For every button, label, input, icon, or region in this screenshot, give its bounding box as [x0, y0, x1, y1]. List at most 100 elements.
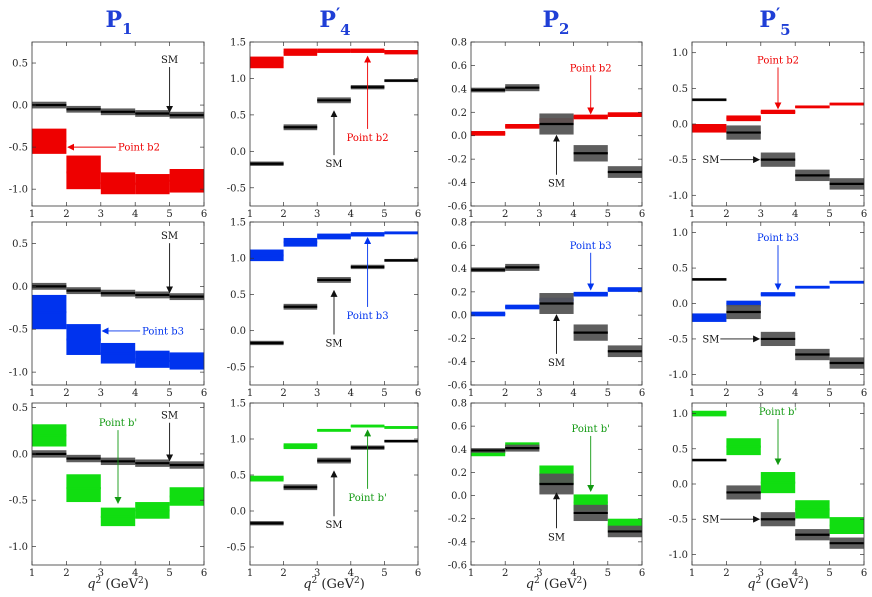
panel-P5'-row3: 1 2 3 4 5 6 1.0 0.5 0.0 -0.5 -1.0 SM Point b'	[669, 402, 867, 579]
panel-P5'-row2: 1 2 3 4 5 6 1.0 0.5 0.0 -0.5 -1.0 SM Point b3	[669, 221, 867, 399]
x-tick-label: 6	[201, 568, 207, 579]
panel-P4'-row3: 1 2 3 4 5 6 1.5 1.0 0.5 0.0 -0.5 SM Point b'	[227, 399, 421, 580]
panel-P4'-row1: 1 2 3 4 5 6 1.5 1.0 0.5 0.0 -0.5 SM Point b2	[227, 38, 421, 221]
np-annotation: Point b'	[759, 407, 797, 466]
plot-area	[471, 442, 642, 538]
sm-series	[471, 263, 642, 358]
panel-P4'-row2: 1 2 3 4 5 6 1.5 1.0 0.5 0.0 -0.5 SM Point b3	[227, 218, 421, 400]
x-tick-label: 6	[201, 388, 207, 399]
x-tick-label: 1	[29, 209, 35, 220]
panel-P2-row2: 1 2 3 4 5 6 0.8 0.6 0.4 0.2 0.0 -0.2 -0.4 -0.6 SM Point…	[448, 218, 645, 400]
x-tick-label: 4	[132, 209, 138, 220]
plot-area	[692, 277, 864, 369]
x-tick-label: 1	[689, 209, 695, 220]
sm-annotation: SM	[325, 289, 343, 349]
x-tick-label: 5	[381, 388, 387, 399]
y-tick-label: -0.2	[448, 514, 467, 525]
y-tick-label: 0.5	[12, 239, 28, 250]
y-tick-label: -0.5	[669, 515, 688, 526]
x-tick-label: 4	[570, 388, 576, 399]
np-annotation: Point b3	[570, 241, 612, 291]
y-tick-label: 0.4	[451, 84, 467, 95]
y-tick-label: -0.5	[227, 543, 246, 554]
annotation-label: SM	[702, 334, 719, 345]
x-tick-label: 1	[29, 388, 35, 399]
plot-area	[471, 84, 642, 178]
sm-annotation: SM	[702, 155, 761, 166]
panel-P1-row2: 1 2 3 4 5 6 0.5 0.0 -0.5 -1.0 SM Point b3	[9, 221, 207, 399]
y-tick-label: -0.5	[669, 155, 688, 166]
plot-area	[32, 282, 204, 370]
x-tick-label: 4	[792, 388, 798, 399]
x-tick-label: 2	[63, 388, 69, 399]
y-tick-label: 1.0	[230, 74, 246, 85]
x-tick-label: 6	[639, 209, 645, 220]
x-tick-label: 5	[605, 568, 611, 579]
y-tick-label: 0.8	[451, 218, 467, 229]
y-tick-label: 1.0	[230, 254, 246, 265]
x-axis-labels: q2 (GeV2) q2 (GeV2) q2 (GeV2) q2 (GeV2)	[87, 576, 809, 592]
np-annotation: Point b2	[67, 143, 160, 154]
y-tick-label: 0.0	[672, 299, 688, 310]
np-series	[250, 231, 418, 262]
y-tick-label: 0.5	[12, 59, 28, 70]
annotation-label: SM	[161, 55, 178, 66]
annotation-label: Point b3	[142, 326, 184, 337]
np-series	[250, 48, 418, 69]
annotation-label: Point b3	[757, 233, 799, 244]
annotation-label: SM	[548, 179, 565, 190]
x-tick-label: 1	[247, 209, 253, 220]
panel-P1-row1: 1 2 3 4 5 6 0.5 0.0 -0.5 -1.0 SM Point b2	[9, 41, 207, 220]
annotation-label: Point b2	[757, 55, 799, 66]
x-tick-label: 2	[723, 568, 729, 579]
panel-frame	[31, 41, 205, 207]
sm-annotation: SM	[325, 110, 343, 170]
y-tick-label: -1.0	[9, 542, 28, 553]
annotation-label: Point b3	[347, 311, 389, 322]
y-tick-label: 0.5	[230, 110, 246, 121]
x-tick-label: 2	[280, 388, 286, 399]
x-tick-label: 5	[605, 388, 611, 399]
y-tick-label: -0.4	[448, 178, 467, 189]
y-tick-label: 0.4	[451, 264, 467, 275]
column-title-2: P′4	[319, 4, 350, 39]
x-tick-label: 4	[570, 209, 576, 220]
y-tick-label: 0.0	[230, 507, 246, 518]
sm-series	[692, 98, 864, 190]
x-tick-label: 3	[536, 209, 542, 220]
y-tick-label: 0.8	[451, 399, 467, 410]
sm-series	[692, 277, 864, 369]
sm-annotation: SM	[702, 334, 761, 345]
x-tick-label: 1	[689, 568, 695, 579]
x-tick-label: 3	[758, 209, 764, 220]
panel-frame	[249, 41, 419, 207]
y-tick-label: 0.5	[12, 403, 28, 414]
y-tick-label: -0.2	[448, 155, 467, 166]
panel-frame	[470, 41, 643, 207]
annotation-label: SM	[702, 515, 719, 526]
sm-series	[471, 84, 642, 178]
x-tick-label: 2	[502, 388, 508, 399]
y-tick-label: 0.5	[672, 264, 688, 275]
x-tick-label: 6	[639, 568, 645, 579]
y-tick-label: 0.0	[672, 480, 688, 491]
x-tick-label: 2	[502, 568, 508, 579]
y-tick-label: 1.5	[230, 399, 246, 410]
y-tick-label: 0.5	[230, 471, 246, 482]
y-tick-label: 0.0	[230, 326, 246, 337]
x-tick-label: 6	[861, 568, 867, 579]
column-titles: P1 P′4 P2 P′5	[106, 4, 791, 39]
np-series	[692, 102, 864, 133]
x-tick-label: 4	[132, 388, 138, 399]
y-tick-label: 1.0	[230, 435, 246, 446]
column-title-3: P2	[543, 7, 570, 38]
y-tick-label: 0.0	[12, 101, 28, 112]
y-tick-label: -0.5	[227, 183, 246, 194]
x-tick-label: 2	[63, 209, 69, 220]
x-tick-label: 5	[381, 568, 387, 579]
x-axis-label-2: q2 (GeV2)	[303, 576, 365, 592]
x-tick-label: 1	[689, 388, 695, 399]
x-tick-label: 5	[826, 209, 832, 220]
x-tick-label: 5	[826, 388, 832, 399]
